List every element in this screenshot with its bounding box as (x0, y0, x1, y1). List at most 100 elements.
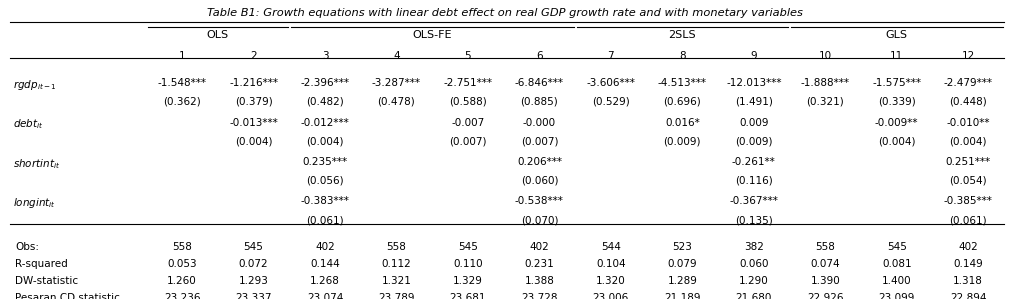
Text: 1.293: 1.293 (238, 276, 268, 286)
Text: -2.751***: -2.751*** (443, 78, 492, 88)
Text: Obs:: Obs: (15, 242, 39, 252)
Text: DW-statistic: DW-statistic (15, 276, 79, 286)
Text: 23.236: 23.236 (163, 293, 201, 299)
Text: 402: 402 (530, 242, 549, 252)
Text: (0.070): (0.070) (521, 215, 558, 225)
Text: 0.009: 0.009 (739, 118, 769, 128)
Text: 0.079: 0.079 (668, 259, 697, 269)
Text: (0.054): (0.054) (949, 176, 987, 186)
Text: (0.004): (0.004) (235, 136, 272, 146)
Text: 0.112: 0.112 (381, 259, 412, 269)
Text: 0.053: 0.053 (167, 259, 197, 269)
Text: 1.260: 1.260 (167, 276, 197, 286)
Text: (0.007): (0.007) (449, 136, 486, 146)
Text: 523: 523 (672, 242, 692, 252)
Text: 1: 1 (179, 51, 186, 61)
Text: 21.680: 21.680 (736, 293, 772, 299)
Text: (0.135): (0.135) (735, 215, 773, 225)
Text: (0.885): (0.885) (521, 97, 558, 107)
Text: -0.009**: -0.009** (875, 118, 918, 128)
Text: -1.575***: -1.575*** (872, 78, 921, 88)
Text: -0.007: -0.007 (451, 118, 484, 128)
Text: 22.926: 22.926 (807, 293, 844, 299)
Text: 23.099: 23.099 (879, 293, 915, 299)
Text: 0.104: 0.104 (596, 259, 626, 269)
Text: 22.894: 22.894 (949, 293, 987, 299)
Text: 8: 8 (679, 51, 686, 61)
Text: (0.362): (0.362) (163, 97, 201, 107)
Text: (0.060): (0.060) (521, 176, 558, 186)
Text: OLS-FE: OLS-FE (413, 30, 452, 40)
Text: (0.339): (0.339) (878, 97, 915, 107)
Text: 0.072: 0.072 (239, 259, 268, 269)
Text: 545: 545 (458, 242, 478, 252)
Text: -1.888***: -1.888*** (801, 78, 850, 88)
Text: -1.216***: -1.216*** (229, 78, 278, 88)
Text: -0.000: -0.000 (523, 118, 556, 128)
Text: -0.010**: -0.010** (946, 118, 990, 128)
Text: 1.290: 1.290 (739, 276, 769, 286)
Text: $\mathit{shortint}_{it}$: $\mathit{shortint}_{it}$ (13, 157, 61, 171)
Text: 10: 10 (818, 51, 831, 61)
Text: (0.061): (0.061) (949, 215, 987, 225)
Text: 0.060: 0.060 (739, 259, 769, 269)
Text: 1.388: 1.388 (525, 276, 554, 286)
Text: (0.379): (0.379) (235, 97, 272, 107)
Text: 558: 558 (815, 242, 835, 252)
Text: -0.013***: -0.013*** (229, 118, 277, 128)
Text: -12.013***: -12.013*** (726, 78, 782, 88)
Text: -6.846***: -6.846*** (515, 78, 564, 88)
Text: 23.789: 23.789 (378, 293, 415, 299)
Text: 23.074: 23.074 (307, 293, 343, 299)
Text: Pesaran CD statistic: Pesaran CD statistic (15, 293, 120, 299)
Text: 23.337: 23.337 (235, 293, 271, 299)
Text: 0.206***: 0.206*** (517, 157, 562, 167)
Text: -0.383***: -0.383*** (301, 196, 349, 207)
Text: -0.538***: -0.538*** (515, 196, 564, 207)
Text: 9: 9 (751, 51, 757, 61)
Text: 545: 545 (243, 242, 263, 252)
Text: 23.681: 23.681 (450, 293, 486, 299)
Text: (0.009): (0.009) (664, 136, 701, 146)
Text: 0.144: 0.144 (310, 259, 340, 269)
Text: 1.268: 1.268 (310, 276, 340, 286)
Text: (0.478): (0.478) (377, 97, 416, 107)
Text: -3.606***: -3.606*** (586, 78, 636, 88)
Text: Table B1: Growth equations with linear debt effect on real GDP growth rate and w: Table B1: Growth equations with linear d… (207, 8, 802, 18)
Text: (0.007): (0.007) (521, 136, 558, 146)
Text: $\mathit{rgdp}_{it-1}$: $\mathit{rgdp}_{it-1}$ (13, 78, 57, 92)
Text: 402: 402 (959, 242, 978, 252)
Text: (0.321): (0.321) (806, 97, 845, 107)
Text: 0.251***: 0.251*** (945, 157, 991, 167)
Text: 558: 558 (386, 242, 407, 252)
Text: $\mathit{longint}_{it}$: $\mathit{longint}_{it}$ (13, 196, 57, 210)
Text: -3.287***: -3.287*** (372, 78, 421, 88)
Text: 23.006: 23.006 (592, 293, 629, 299)
Text: 1.320: 1.320 (596, 276, 626, 286)
Text: 1.329: 1.329 (453, 276, 483, 286)
Text: 0.081: 0.081 (882, 259, 911, 269)
Text: 21.189: 21.189 (664, 293, 700, 299)
Text: -2.479***: -2.479*** (943, 78, 993, 88)
Text: -2.396***: -2.396*** (301, 78, 349, 88)
Text: 1.400: 1.400 (882, 276, 911, 286)
Text: 11: 11 (890, 51, 903, 61)
Text: 0.016*: 0.016* (665, 118, 699, 128)
Text: (0.448): (0.448) (949, 97, 987, 107)
Text: 0.074: 0.074 (810, 259, 840, 269)
Text: 0.110: 0.110 (453, 259, 482, 269)
Text: -4.513***: -4.513*** (658, 78, 707, 88)
Text: (0.116): (0.116) (735, 176, 773, 186)
Text: 6: 6 (536, 51, 543, 61)
Text: (0.588): (0.588) (449, 97, 486, 107)
Text: GLS: GLS (886, 30, 908, 40)
Text: (0.696): (0.696) (664, 97, 701, 107)
Text: -1.548***: -1.548*** (157, 78, 207, 88)
Text: (0.056): (0.056) (306, 176, 344, 186)
Text: 4: 4 (394, 51, 400, 61)
Text: (0.004): (0.004) (878, 136, 915, 146)
Text: -0.012***: -0.012*** (301, 118, 349, 128)
Text: R-squared: R-squared (15, 259, 68, 269)
Text: 1.390: 1.390 (810, 276, 840, 286)
Text: 545: 545 (887, 242, 907, 252)
